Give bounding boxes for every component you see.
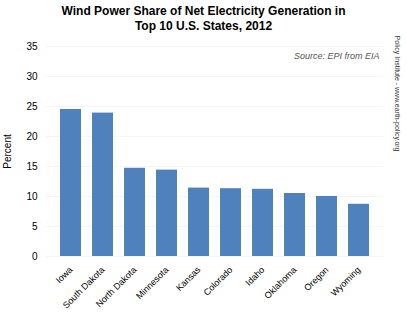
svg-text:5: 5	[32, 221, 38, 232]
svg-text:Kansas: Kansas	[174, 264, 203, 293]
svg-text:20: 20	[26, 131, 38, 142]
svg-text:25: 25	[26, 101, 38, 112]
html-text:Wind Power Share of Net Electr: Wind Power Share of Net Electricity Gene…	[61, 4, 346, 18]
svg-text:15: 15	[26, 161, 38, 172]
svg-text:Idaho: Idaho	[243, 265, 266, 288]
svg-text:Source: EPI from EIA: Source: EPI from EIA	[294, 51, 380, 61]
svg-text:Percent: Percent	[2, 134, 13, 169]
svg-text:Minnesota: Minnesota	[134, 265, 170, 301]
svg-text:35: 35	[26, 41, 38, 52]
html-text:Top 10 U.S. States, 2012: Top 10 U.S. States, 2012	[134, 19, 273, 33]
svg-text:10: 10	[26, 191, 38, 202]
svg-text:Wyoming: Wyoming	[329, 265, 363, 299]
svg-text:South Dakota: South Dakota	[60, 264, 107, 311]
svg-text:Earth Policy Institute - www.e: Earth Policy Institute - www.earth-polic…	[393, 34, 401, 152]
svg-text:Oklahoma: Oklahoma	[262, 265, 298, 301]
svg-text:Iowa: Iowa	[54, 265, 75, 286]
svg-text:Oregon: Oregon	[302, 265, 330, 293]
svg-text:North Dakota: North Dakota	[94, 265, 139, 310]
svg-text:30: 30	[26, 71, 38, 82]
svg-text:0: 0	[32, 251, 38, 262]
svg-text:Colorado: Colorado	[202, 265, 235, 298]
